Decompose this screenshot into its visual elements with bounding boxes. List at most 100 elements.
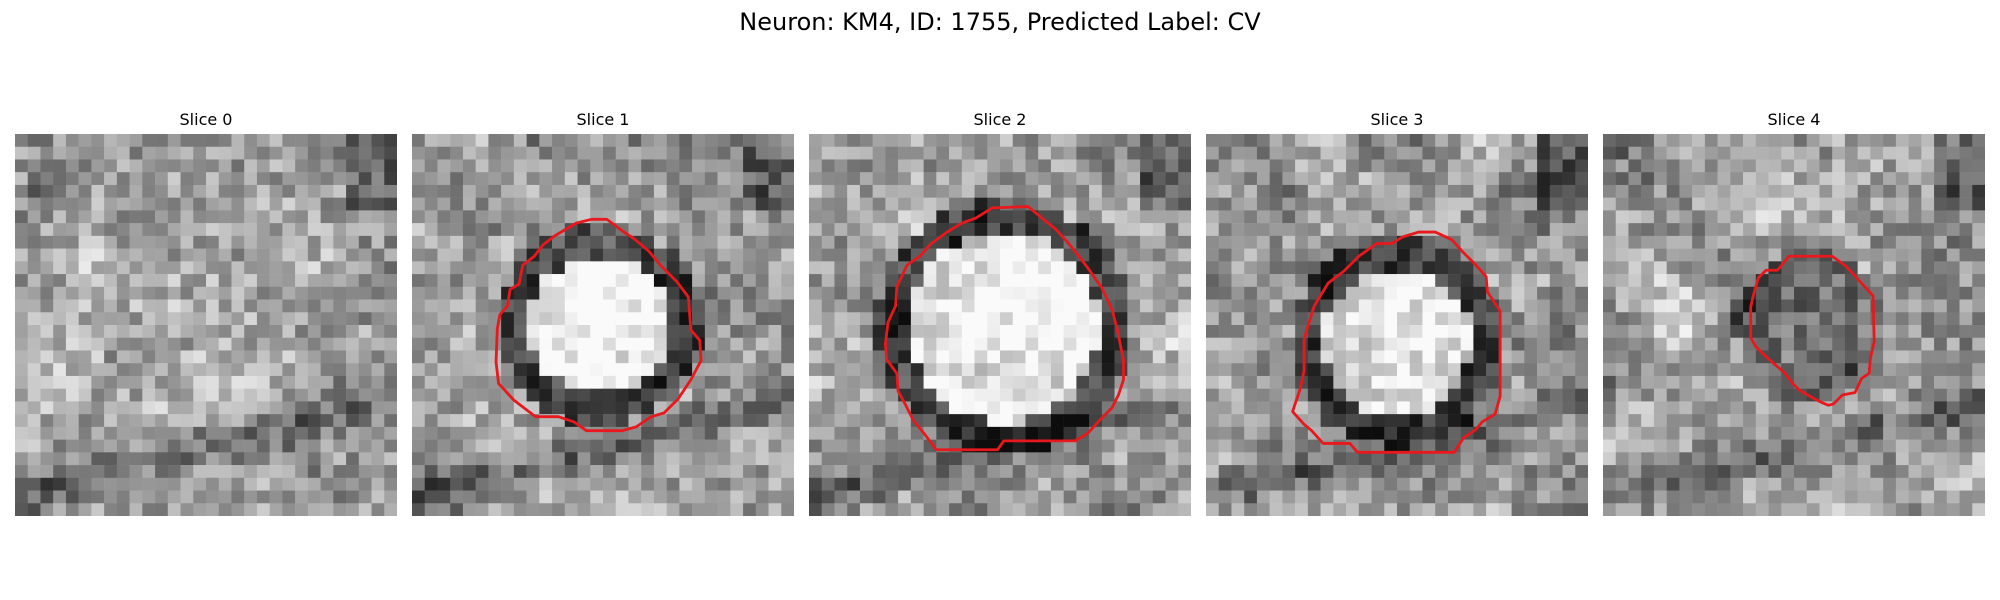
pixel <box>1152 350 1166 364</box>
pixel <box>513 248 527 262</box>
pixel <box>1206 375 1219 389</box>
pixel <box>180 274 194 288</box>
pixel <box>1178 490 1191 504</box>
pixel <box>346 261 360 275</box>
pixel <box>333 261 347 275</box>
pixel <box>615 197 629 211</box>
pixel <box>142 210 156 224</box>
pixel <box>1704 159 1718 173</box>
pixel <box>333 223 347 237</box>
pixel <box>1346 312 1360 326</box>
pixel <box>1628 325 1642 338</box>
pixel <box>475 503 489 516</box>
pixel <box>781 223 794 237</box>
pixel <box>1498 490 1512 504</box>
pixel <box>1307 375 1321 389</box>
pixel <box>692 146 706 160</box>
pixel <box>78 274 92 288</box>
pixel <box>450 363 464 377</box>
pixel <box>1692 477 1706 491</box>
pixel <box>116 159 130 173</box>
pixel <box>1218 439 1232 453</box>
pixel <box>1076 503 1090 516</box>
pixel <box>1972 337 1985 351</box>
pixel <box>704 337 718 351</box>
pixel <box>1218 503 1232 516</box>
pixel <box>781 184 794 198</box>
pixel <box>1050 197 1064 211</box>
pixel <box>1641 184 1655 198</box>
pixel <box>781 388 794 402</box>
pixel <box>501 375 515 389</box>
pixel <box>755 503 769 516</box>
pixel <box>1473 388 1487 402</box>
pixel <box>539 426 553 440</box>
pixel <box>743 312 757 326</box>
pixel <box>1832 363 1846 377</box>
pixel <box>1000 172 1013 186</box>
pixel <box>872 172 886 186</box>
pixel <box>1857 350 1871 364</box>
pixel <box>1320 223 1334 237</box>
pixel <box>1794 299 1807 313</box>
pixel <box>1460 274 1474 288</box>
pixel <box>1256 414 1270 428</box>
pixel <box>53 299 67 313</box>
pixel <box>1307 363 1321 377</box>
pixel <box>1038 146 1052 160</box>
pixel <box>1679 465 1693 479</box>
pixel <box>1743 414 1757 428</box>
pixel <box>424 223 438 237</box>
pixel <box>1895 439 1909 453</box>
pixel <box>371 235 385 249</box>
pixel <box>755 210 769 224</box>
pixel <box>27 363 41 377</box>
pixel <box>1832 312 1846 326</box>
pixel <box>1025 477 1039 491</box>
pixel <box>15 134 28 147</box>
pixel <box>1704 286 1718 300</box>
pixel <box>1140 210 1154 224</box>
pixel <box>603 299 616 313</box>
pixel <box>692 388 706 402</box>
pixel <box>412 439 425 453</box>
pixel <box>1972 414 1985 428</box>
pixel <box>781 414 794 428</box>
pixel <box>206 363 219 377</box>
pixel <box>1615 465 1629 479</box>
pixel <box>1692 235 1706 249</box>
pixel <box>282 375 296 389</box>
pixel <box>1743 172 1757 186</box>
pixel <box>1562 274 1576 288</box>
pixel <box>1908 490 1922 504</box>
pixel <box>1768 172 1782 186</box>
pixel <box>40 146 54 160</box>
pixel <box>27 337 41 351</box>
pixel <box>1295 248 1309 262</box>
pixel <box>1844 261 1858 275</box>
pixel <box>692 274 706 288</box>
pixel <box>513 197 527 211</box>
pixel <box>1269 426 1283 440</box>
pixel <box>1460 452 1474 466</box>
pixel <box>1218 184 1232 198</box>
pixel <box>974 503 988 516</box>
pixel <box>1218 210 1232 224</box>
pixel <box>961 490 975 504</box>
pixel <box>1498 337 1512 351</box>
pixel <box>1076 350 1090 364</box>
pixel <box>781 325 794 338</box>
pixel <box>1371 490 1385 504</box>
pixel <box>384 465 397 479</box>
pixel <box>1959 172 1973 186</box>
pixel <box>603 465 616 479</box>
pixel <box>1819 146 1833 160</box>
pixel <box>462 312 476 326</box>
pixel <box>450 210 464 224</box>
pixel <box>666 452 680 466</box>
pixel <box>1870 503 1884 516</box>
pixel <box>603 146 616 160</box>
pixel <box>1282 375 1296 389</box>
pixel <box>1269 350 1283 364</box>
pixel <box>1050 465 1064 479</box>
